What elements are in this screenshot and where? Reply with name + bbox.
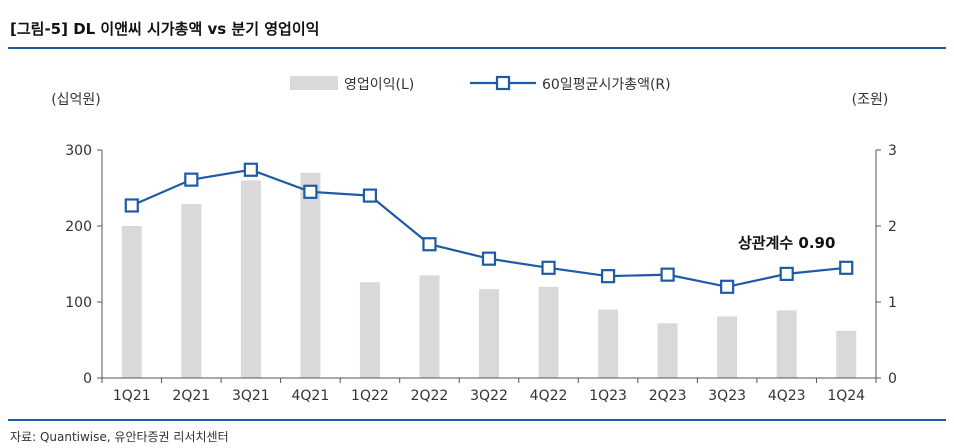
- x-tick-label: 4Q22: [530, 388, 568, 404]
- line-point-3q23: [720, 279, 735, 294]
- right-tick-label: 1: [888, 295, 897, 311]
- line-point-4q22: [541, 260, 556, 275]
- bar-1q21: [121, 226, 142, 378]
- left-tick-label: 300: [65, 143, 92, 159]
- x-tick-label: 4Q23: [768, 388, 806, 404]
- legend-bar-label: 영업이익(L): [344, 77, 414, 93]
- line-point-3q21: [243, 162, 258, 177]
- line-point-1q22: [362, 188, 378, 203]
- bar-3q22: [479, 289, 499, 378]
- line-point-4q21: [303, 184, 318, 199]
- x-tick-label: 1Q24: [827, 388, 865, 404]
- bar-1q24: [836, 330, 857, 378]
- legend-line-label: 60일평균시가총액(R): [542, 77, 671, 93]
- line-point-2q23: [660, 267, 675, 282]
- line-point-2q21: [184, 172, 199, 187]
- x-tick-label: 1Q21: [113, 388, 151, 404]
- left-tick-label: 100: [65, 295, 92, 311]
- legend-bar-swatch: [290, 76, 338, 90]
- x-tick-label: 3Q23: [708, 388, 746, 404]
- bar-2q21: [181, 203, 202, 378]
- bar-3q21: [240, 180, 261, 378]
- x-tick-label: 2Q21: [172, 388, 210, 404]
- x-tick-label: 4Q21: [292, 388, 330, 404]
- bottom-rule: [8, 419, 946, 421]
- line-point-1q24: [839, 260, 854, 275]
- x-tick-label: 3Q21: [232, 388, 270, 404]
- market-cap-line: [131, 168, 847, 288]
- x-tick-label: 2Q22: [411, 388, 449, 404]
- left-tick-label: 0: [83, 371, 92, 387]
- x-tick-label: 3Q22: [470, 388, 508, 404]
- right-tick-label: 3: [888, 143, 897, 159]
- bar-1q23: [598, 309, 619, 378]
- right-tick-label: 2: [888, 219, 897, 235]
- right-axis-unit-label: (조원): [852, 92, 889, 108]
- bar-1q22: [359, 282, 380, 378]
- bar-4q21: [300, 172, 321, 378]
- bar-3q23: [717, 316, 738, 378]
- left-tick-label: 200: [65, 219, 92, 235]
- source-note: 자료: Quantiwise, 유안타증권 리서치센터: [10, 430, 229, 444]
- line-point-1q23: [600, 269, 616, 284]
- x-tick-label: 1Q23: [589, 388, 627, 404]
- right-tick-label: 0: [888, 371, 897, 387]
- bar-2q22: [419, 275, 440, 378]
- figure-title: [그림-5] DL 이앤씨 시가총액 vs 분기 영업이익: [10, 20, 320, 38]
- bar-4q23: [776, 310, 797, 378]
- line-point-1q21: [124, 198, 139, 213]
- line-point-4q23: [779, 266, 794, 281]
- line-point-2q22: [422, 237, 437, 252]
- legend-line-marker: [495, 75, 511, 91]
- top-rule: [8, 47, 946, 49]
- bar-4q22: [538, 286, 559, 378]
- x-tick-label: 2Q23: [649, 388, 687, 404]
- x-tick-label: 1Q22: [351, 388, 389, 404]
- line-point-3q22: [481, 251, 497, 266]
- correlation-annotation: 상관계수 0.90: [738, 234, 835, 252]
- bar-2q23: [657, 323, 678, 378]
- left-axis-unit-label: (십억원): [51, 92, 101, 108]
